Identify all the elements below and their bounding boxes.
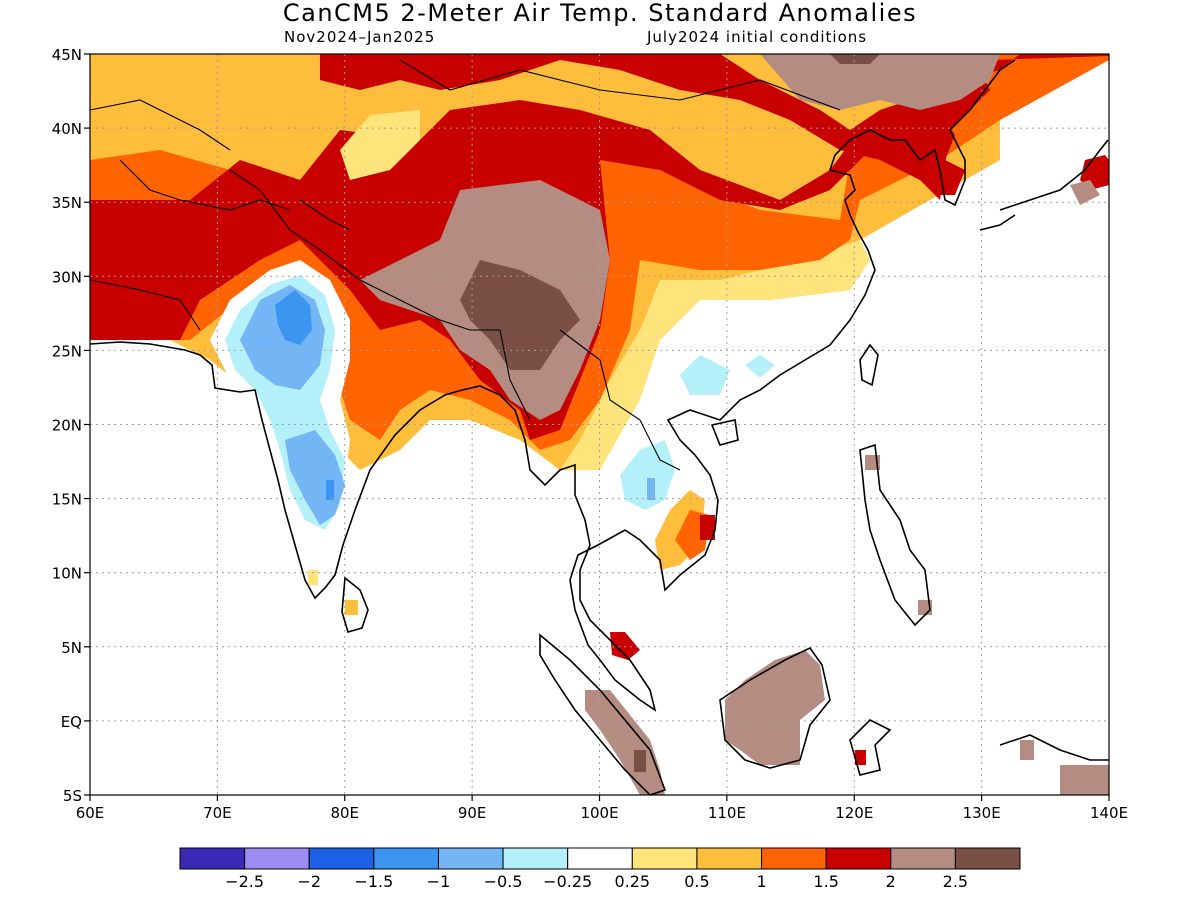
border-lines [90, 59, 841, 471]
colorbar-swatch [954, 847, 1021, 870]
lon-tick-label: 70E [203, 804, 232, 822]
anomaly-region-orange-sri-lanka [345, 600, 358, 615]
anomaly-region-brown-indonesia-east [1020, 740, 1034, 760]
anomaly-region-light-yellow-north [340, 110, 420, 180]
colorbar-swatch [761, 847, 827, 870]
coastline-sulawesi [849, 719, 892, 776]
colorbar-swatch [437, 847, 504, 870]
colorbar-swatch [502, 847, 569, 870]
colorbar-label: −2 [297, 872, 321, 891]
colorbar-swatch [631, 847, 698, 870]
anomaly-region-light-blue-indochina [647, 478, 655, 500]
coastline-new-guinea [999, 734, 1109, 761]
anomaly-region-red-vietnam [700, 515, 715, 540]
anomaly-region-dark-red-north [320, 54, 990, 200]
lon-tick-label: 100E [580, 804, 618, 822]
colorbar-label: 0.25 [614, 872, 650, 891]
colorbar-swatch [179, 847, 246, 870]
latitude-axis: 45N 40N 35N 30N 25N 20N 15N 10N 5N EQ 5S [52, 46, 90, 805]
colorbar-swatch [244, 847, 310, 870]
anomaly-fields [90, 54, 1109, 795]
coastline-borneo [719, 646, 831, 769]
lat-tick-label: 25N [52, 342, 82, 360]
lat-tick-label: 10N [52, 565, 82, 583]
lat-tick-label: 45N [52, 46, 82, 64]
lon-tick-label: 130E [963, 804, 1001, 822]
anomaly-region-light-yellow [560, 240, 870, 470]
colorbar-label: −2.5 [225, 872, 264, 891]
anomaly-region-dark-brown-northeast [830, 54, 880, 64]
anomaly-region-dark-brown [460, 260, 580, 370]
lat-tick-label: 40N [52, 120, 82, 138]
lon-tick-label: 120E [835, 804, 873, 822]
coastline-taiwan [859, 343, 879, 387]
anomaly-region-yellow-india-tip [308, 570, 318, 585]
lat-tick-label: 5S [63, 787, 82, 805]
colorbar: −2.5 −2 −1.5 −1 −0.5 −0.25 0.25 0.5 1 1.5 2 2.5 [179, 847, 1021, 891]
anomaly-region-blue-south-india [326, 480, 334, 500]
colorbar-label: 2.5 [943, 872, 968, 891]
colorbar-label: 1.5 [813, 872, 838, 891]
anomaly-region-blue-india [275, 290, 312, 345]
anomaly-region-dark-brown-sumatra [634, 750, 646, 772]
coastline-sumatra [539, 633, 667, 795]
colorbar-label: −0.5 [484, 872, 523, 891]
longitude-axis: 60E 70E 80E 90E 100E 110E 120E 130E 140E [76, 795, 1128, 822]
lon-tick-label: 60E [76, 804, 105, 822]
anomaly-region-light-cyan-coast [745, 355, 775, 378]
colorbar-label: −0.25 [543, 872, 592, 891]
map-title: CanCM5 2-Meter Air Temp. Standard Anomal… [282, 0, 918, 27]
lon-tick-label: 90E [458, 804, 487, 822]
anomaly-region-brown-new-guinea [1060, 765, 1109, 795]
coastline-hainan [710, 419, 739, 446]
lon-tick-label: 140E [1090, 804, 1128, 822]
colorbar-label: 2 [886, 872, 896, 891]
colorbar-label: 1 [756, 872, 766, 891]
colorbar-label: −1.5 [354, 872, 393, 891]
anomaly-region-light-blue-south-india [285, 430, 345, 525]
anomaly-region-light-cyan-indochina [620, 440, 675, 510]
colorbar-label: 0.5 [684, 872, 709, 891]
colorbar-swatch [308, 847, 375, 870]
colorbar-swatch [696, 847, 763, 870]
colorbar-label: −1 [427, 872, 451, 891]
colorbar-swatch [890, 847, 956, 870]
anomaly-region-light-cyan-china [680, 355, 730, 395]
lat-tick-label: EQ [61, 713, 82, 731]
lat-tick-label: 5N [61, 639, 82, 657]
coastline-philippines [859, 443, 931, 627]
anomaly-region-red-malaysia [610, 632, 640, 660]
colorbar-swatch [373, 847, 439, 870]
coastline-japan [979, 139, 1109, 231]
anomaly-region-brown-sumatra [585, 690, 665, 795]
anomaly-region-brown-northeast [760, 54, 1000, 110]
lat-tick-label: 30N [52, 268, 82, 286]
colorbar-swatch [825, 847, 892, 870]
anomaly-region-red-korea [930, 120, 965, 195]
colorbar-swatch [567, 847, 633, 870]
init-conditions-subtitle: July2024 initial conditions [647, 28, 868, 46]
lat-tick-label: 35N [52, 194, 82, 212]
lat-tick-label: 15N [52, 491, 82, 509]
coastlines [90, 59, 1109, 795]
coastline-sri-lanka [341, 576, 369, 633]
lon-tick-label: 110E [708, 804, 746, 822]
lat-tick-label: 20N [52, 417, 82, 435]
lon-tick-label: 80E [330, 804, 359, 822]
coastline-asia [90, 59, 1016, 712]
anomaly-region-red-sulawesi [855, 750, 866, 765]
grid-lines [90, 54, 1109, 795]
anomaly-region-brown-borneo [725, 650, 825, 765]
season-subtitle: Nov2024–Jan2025 [284, 28, 436, 46]
anomaly-region-brown-japan [1070, 180, 1100, 205]
